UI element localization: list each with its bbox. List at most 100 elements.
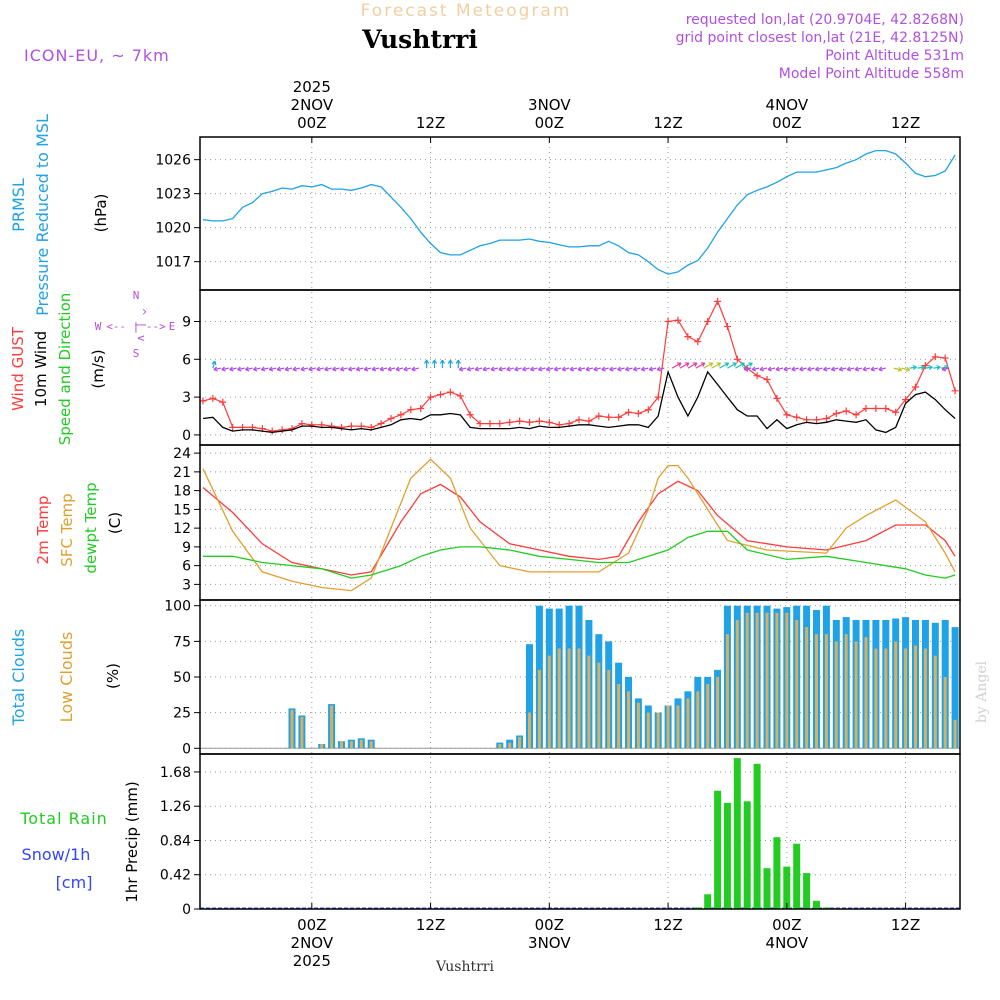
series-2m-temp	[202, 480, 956, 576]
gust-marker	[684, 333, 692, 341]
bar-low-cloud	[755, 612, 759, 749]
bar-low-cloud	[300, 716, 304, 749]
bar-low-cloud	[725, 634, 729, 749]
gust-marker	[902, 396, 910, 404]
wind-direction-arrowhead	[700, 362, 706, 367]
bottom-time-label: 3NOV	[528, 934, 571, 952]
gust-marker	[387, 415, 395, 423]
precip-label-snow: Snow/1h	[22, 845, 91, 864]
y-tick-label: 50	[173, 670, 191, 686]
bar-low-cloud	[874, 648, 878, 749]
bar-low-cloud	[587, 655, 591, 749]
gust-marker	[466, 411, 474, 419]
bar-low-cloud	[686, 698, 690, 749]
wind-direction-arrowhead	[506, 366, 511, 372]
gust-marker	[545, 418, 553, 426]
bottom-time-label: 2NOV	[291, 934, 334, 952]
gust-marker	[822, 415, 830, 423]
bar-low-cloud	[676, 705, 680, 749]
wind-direction-arrowhead	[423, 359, 430, 364]
bar-low-cloud	[567, 648, 571, 749]
wind-direction-arrowhead	[936, 364, 941, 371]
bar-low-cloud	[597, 662, 601, 749]
gust-marker	[328, 422, 336, 430]
wind-direction-arrowhead	[498, 366, 503, 372]
gust-marker	[436, 391, 444, 399]
panel-pressure: 1017 1020 1023 1026	[155, 153, 960, 271]
y-tick-label: 12	[173, 521, 191, 537]
top-time-label: 12Z	[891, 114, 920, 132]
wind-direction-arrow	[742, 362, 753, 369]
wind-direction-arrowhead	[759, 366, 764, 372]
gust-marker	[417, 404, 425, 412]
gust-marker	[615, 413, 623, 421]
y-tick-label: 0	[182, 428, 191, 444]
bar-rain	[733, 758, 741, 909]
bottom-time-label: 12Z	[416, 916, 445, 934]
wind-direction-arrowhead	[537, 366, 543, 372]
watermark: by Angel	[974, 660, 990, 723]
wind-direction-arrowhead	[482, 366, 487, 372]
gust-marker	[347, 422, 355, 430]
wind-direction-arrowhead	[569, 366, 574, 372]
bar-total-cloud	[526, 644, 533, 749]
panel-frame	[199, 753, 961, 910]
gust-marker	[407, 406, 415, 414]
bar-rain	[793, 843, 801, 909]
gust-marker	[694, 338, 702, 346]
gust-marker	[892, 408, 900, 416]
bar-low-cloud	[666, 705, 670, 749]
precip-label-cm: [cm]	[56, 873, 93, 892]
wind-direction-arrowhead	[830, 366, 836, 372]
y-tick-label: 6	[182, 559, 191, 575]
series-wind-gust	[202, 299, 956, 432]
compass-n: N	[133, 289, 140, 302]
wind-direction-arrowhead	[748, 362, 753, 367]
y-tick-label: 0.42	[160, 868, 191, 884]
gust-marker	[704, 318, 712, 326]
top-time-label: 00Z	[535, 114, 564, 132]
y-tick-label: 1.26	[160, 799, 191, 815]
wind-direction-arrowhead	[455, 359, 461, 364]
y-tick-label: 0	[182, 741, 191, 757]
top-time-label: 4NOV	[766, 96, 809, 114]
wind-direction-arrowhead	[585, 366, 590, 372]
wind-direction-arrowhead	[300, 366, 305, 372]
bar-low-cloud	[854, 641, 858, 749]
top-time-label: 12Z	[653, 114, 682, 132]
bar-low-cloud	[795, 620, 799, 749]
gust-marker	[783, 411, 791, 419]
bar-low-cloud	[359, 739, 363, 749]
wind-label-10m: 10m Wind	[32, 331, 50, 407]
wind-direction-arrowhead	[846, 366, 852, 372]
panel-temperature: 3 6 9 12 15 18 21 24	[173, 446, 960, 593]
bottom-time-label: 00Z	[535, 916, 564, 934]
wind-direction-arrow	[703, 362, 713, 369]
wind-direction-arrowhead	[211, 360, 217, 366]
bar-rain	[694, 907, 702, 909]
gust-marker	[931, 353, 939, 361]
series-dewpt-temp	[203, 530, 956, 579]
y-tick-label: 100	[164, 599, 191, 615]
bar-low-cloud	[716, 677, 720, 749]
wind-direction-arrowhead	[624, 366, 630, 372]
bar-rain	[704, 894, 712, 909]
bar-rain	[763, 868, 771, 909]
cloud-label-unit: (%)	[104, 663, 122, 689]
compass-e: E	[169, 320, 176, 333]
gust-marker	[595, 412, 603, 420]
wind-direction-arrowhead	[593, 366, 598, 372]
wind-direction-arrowhead	[862, 366, 867, 372]
bar-low-cloud	[656, 712, 660, 749]
bottom-time-label: 00Z	[772, 916, 801, 934]
bottom-time-label: 12Z	[653, 916, 682, 934]
bar-low-cloud	[914, 645, 917, 749]
bar-low-cloud	[696, 691, 700, 749]
bar-low-cloud	[577, 648, 581, 749]
bar-low-cloud	[607, 669, 611, 749]
gust-marker	[951, 387, 959, 395]
y-tick-label: 9	[182, 540, 191, 556]
gust-marker	[723, 323, 731, 331]
wind-direction-arrowhead	[447, 359, 454, 364]
wind-direction-arrowhead	[920, 364, 925, 371]
